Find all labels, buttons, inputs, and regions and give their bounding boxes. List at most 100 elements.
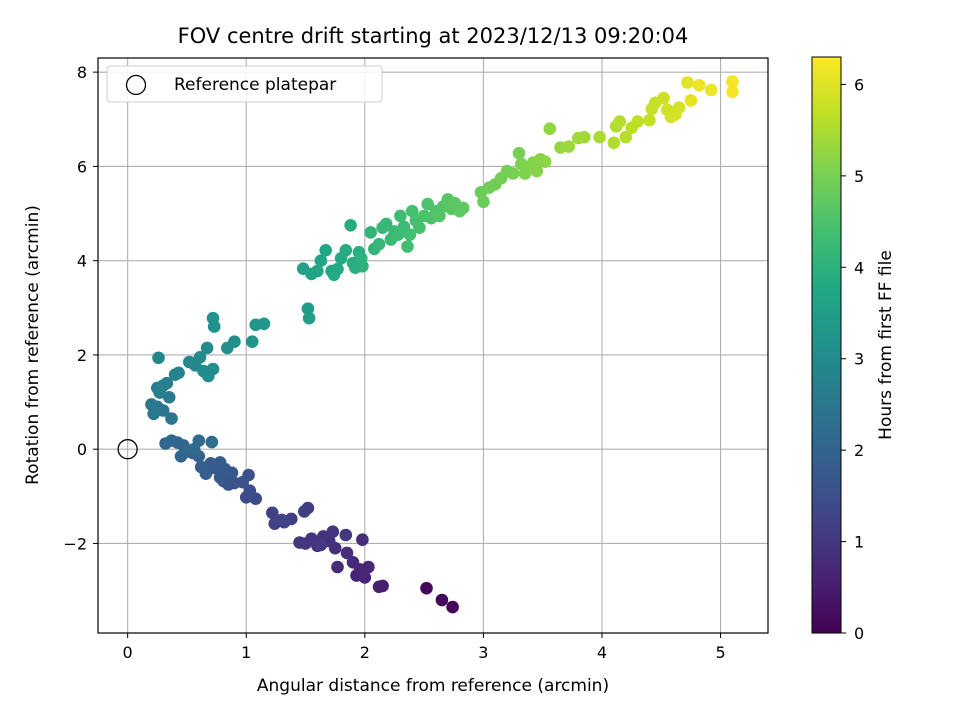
data-point (657, 91, 670, 105)
colorbar-tick-label: 4 (854, 258, 864, 277)
data-point (356, 533, 369, 546)
data-point (401, 240, 414, 253)
data-point (613, 115, 627, 128)
data-point (506, 167, 520, 180)
data-point (266, 506, 279, 520)
colorbar-tick-label: 6 (854, 75, 864, 94)
data-point (245, 335, 259, 349)
data-point (200, 341, 214, 355)
data-point (672, 101, 686, 114)
data-point (162, 391, 176, 404)
data-point (339, 244, 353, 257)
chart-title: FOV centre drift starting at 2023/12/13 … (178, 24, 689, 48)
y-tick-label: 8 (77, 63, 87, 82)
data-point (435, 593, 449, 607)
legend-marker-reference (125, 74, 147, 96)
data-point (206, 311, 220, 325)
data-point (692, 79, 706, 92)
data-point (538, 155, 552, 168)
data-point (326, 525, 340, 538)
data-points (117, 75, 739, 614)
data-point (205, 435, 219, 449)
data-point (194, 460, 208, 474)
data-point (726, 85, 739, 99)
x-tick-label: 4 (597, 643, 607, 662)
y-tick-label: 4 (77, 252, 87, 271)
legend-box (106, 65, 383, 103)
colorbar-gradient (811, 56, 842, 634)
data-point (356, 566, 369, 579)
data-point (319, 244, 333, 257)
data-point (344, 219, 357, 232)
data-point (331, 560, 344, 574)
data-point (394, 209, 407, 223)
colorbar-tick-label: 2 (854, 441, 864, 460)
plot-frame (97, 57, 769, 634)
x-tick-label: 1 (241, 643, 251, 662)
x-tick-label: 3 (478, 643, 488, 662)
data-point (619, 130, 632, 144)
data-point (314, 538, 328, 552)
data-point (372, 580, 386, 594)
data-point (311, 264, 324, 278)
data-point (364, 226, 378, 239)
data-point (301, 302, 315, 316)
data-point (257, 317, 271, 331)
x-axis-label: Angular distance from reference (arcmin) (257, 676, 609, 696)
data-point (340, 546, 354, 560)
data-point (346, 556, 360, 569)
x-tick-label: 2 (360, 643, 370, 662)
data-point (593, 130, 606, 144)
reference-platepar-marker (117, 439, 138, 460)
y-tick-label: 6 (77, 157, 87, 176)
x-axis: 0 1 2 3 4 5 (123, 633, 726, 662)
data-point (228, 335, 241, 349)
data-point (704, 83, 718, 97)
data-point (314, 254, 328, 267)
data-point (456, 201, 470, 215)
data-point (293, 536, 306, 549)
data-point (193, 351, 207, 364)
y-axis: −2 0 2 4 6 8 (63, 63, 98, 553)
data-point (339, 528, 353, 542)
data-point (379, 217, 393, 231)
colorbar-tick-label: 0 (854, 624, 864, 643)
data-point (684, 94, 698, 107)
colorbar-tick-label: 3 (854, 350, 864, 369)
data-point (243, 484, 257, 498)
colorbar-axis: 0 1 2 3 4 5 6 (841, 75, 864, 643)
data-point (420, 581, 433, 595)
data-point (607, 136, 621, 150)
data-point (530, 164, 544, 178)
y-tick-label: −2 (63, 534, 87, 553)
colorbar-tick-label: 1 (854, 533, 864, 552)
data-point (512, 146, 526, 160)
legend-label-reference: Reference platepar (174, 75, 336, 95)
data-point (172, 366, 185, 380)
data-point (145, 398, 158, 411)
x-tick-label: 0 (123, 643, 133, 662)
data-point (372, 237, 386, 251)
data-point (477, 195, 490, 209)
y-tick-label: 0 (77, 440, 87, 459)
data-point (562, 140, 576, 153)
data-point (631, 115, 644, 128)
data-point (643, 113, 656, 127)
data-point (413, 221, 426, 234)
data-point (159, 437, 172, 450)
data-point (302, 311, 316, 325)
data-point (147, 407, 160, 421)
data-point (202, 369, 215, 383)
data-point (331, 262, 344, 276)
data-point (543, 122, 557, 135)
data-point (152, 351, 165, 365)
colorbar-label: Hours from first FF file (876, 250, 896, 440)
data-point (275, 513, 289, 527)
data-point (446, 600, 459, 614)
x-tick-label: 5 (715, 643, 725, 662)
data-point (726, 75, 739, 88)
data-point (156, 379, 170, 392)
data-point (174, 450, 188, 463)
data-point (165, 412, 178, 425)
